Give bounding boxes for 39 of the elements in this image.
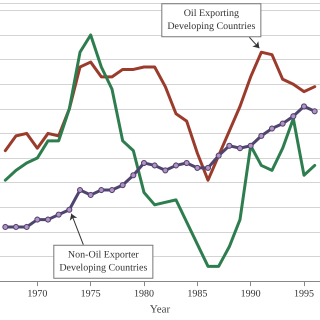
- point: [194, 164, 200, 171]
- point: [98, 187, 104, 194]
- x-tick-label: 1995: [294, 288, 314, 300]
- point: [290, 113, 296, 120]
- point: [205, 164, 211, 171]
- x-tick-label: 1985: [187, 288, 208, 300]
- point: [269, 126, 275, 132]
- point: [226, 142, 232, 149]
- point: [88, 192, 94, 198]
- point: [258, 132, 264, 139]
- point: [56, 212, 62, 218]
- point: [66, 206, 72, 213]
- point: [152, 162, 158, 168]
- point: [280, 120, 286, 127]
- point: [184, 160, 190, 166]
- x-tick-label: 1990: [240, 288, 261, 300]
- annotation: Non-Oil Exporter Developing Countries: [59, 250, 148, 274]
- point: [34, 216, 40, 223]
- point: [77, 187, 83, 194]
- point: [24, 224, 30, 230]
- annotation: Oil Exporting Developing Countries: [167, 8, 256, 32]
- x-axis-title: Year: [150, 304, 170, 316]
- x-tick-label: 1980: [134, 288, 154, 300]
- point: [120, 182, 126, 188]
- point: [2, 224, 8, 230]
- point: [248, 142, 254, 149]
- point: [109, 187, 115, 194]
- point: [13, 224, 19, 230]
- point: [216, 152, 222, 159]
- x-tick-label: 1970: [27, 288, 48, 300]
- point: [130, 172, 136, 178]
- point: [237, 145, 243, 152]
- point: [45, 216, 51, 223]
- point: [173, 162, 179, 168]
- x-tick-label: 1975: [80, 288, 101, 300]
- point: [141, 160, 147, 166]
- point: [312, 108, 318, 114]
- point: [162, 167, 168, 174]
- point: [301, 103, 307, 110]
